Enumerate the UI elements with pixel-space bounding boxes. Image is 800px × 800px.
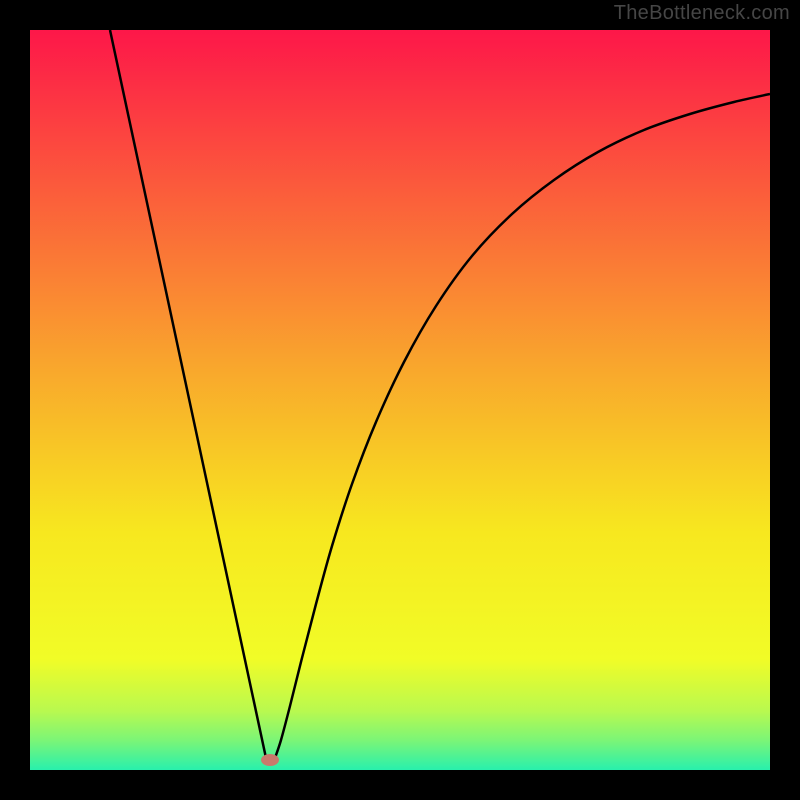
left-curve-branch <box>110 30 266 758</box>
chart-container: TheBottleneck.com <box>0 0 800 800</box>
minimum-marker <box>261 754 279 766</box>
bottleneck-curve <box>30 30 770 770</box>
plot-area <box>30 30 770 770</box>
watermark-text: TheBottleneck.com <box>614 2 790 25</box>
right-curve-branch <box>275 94 770 758</box>
